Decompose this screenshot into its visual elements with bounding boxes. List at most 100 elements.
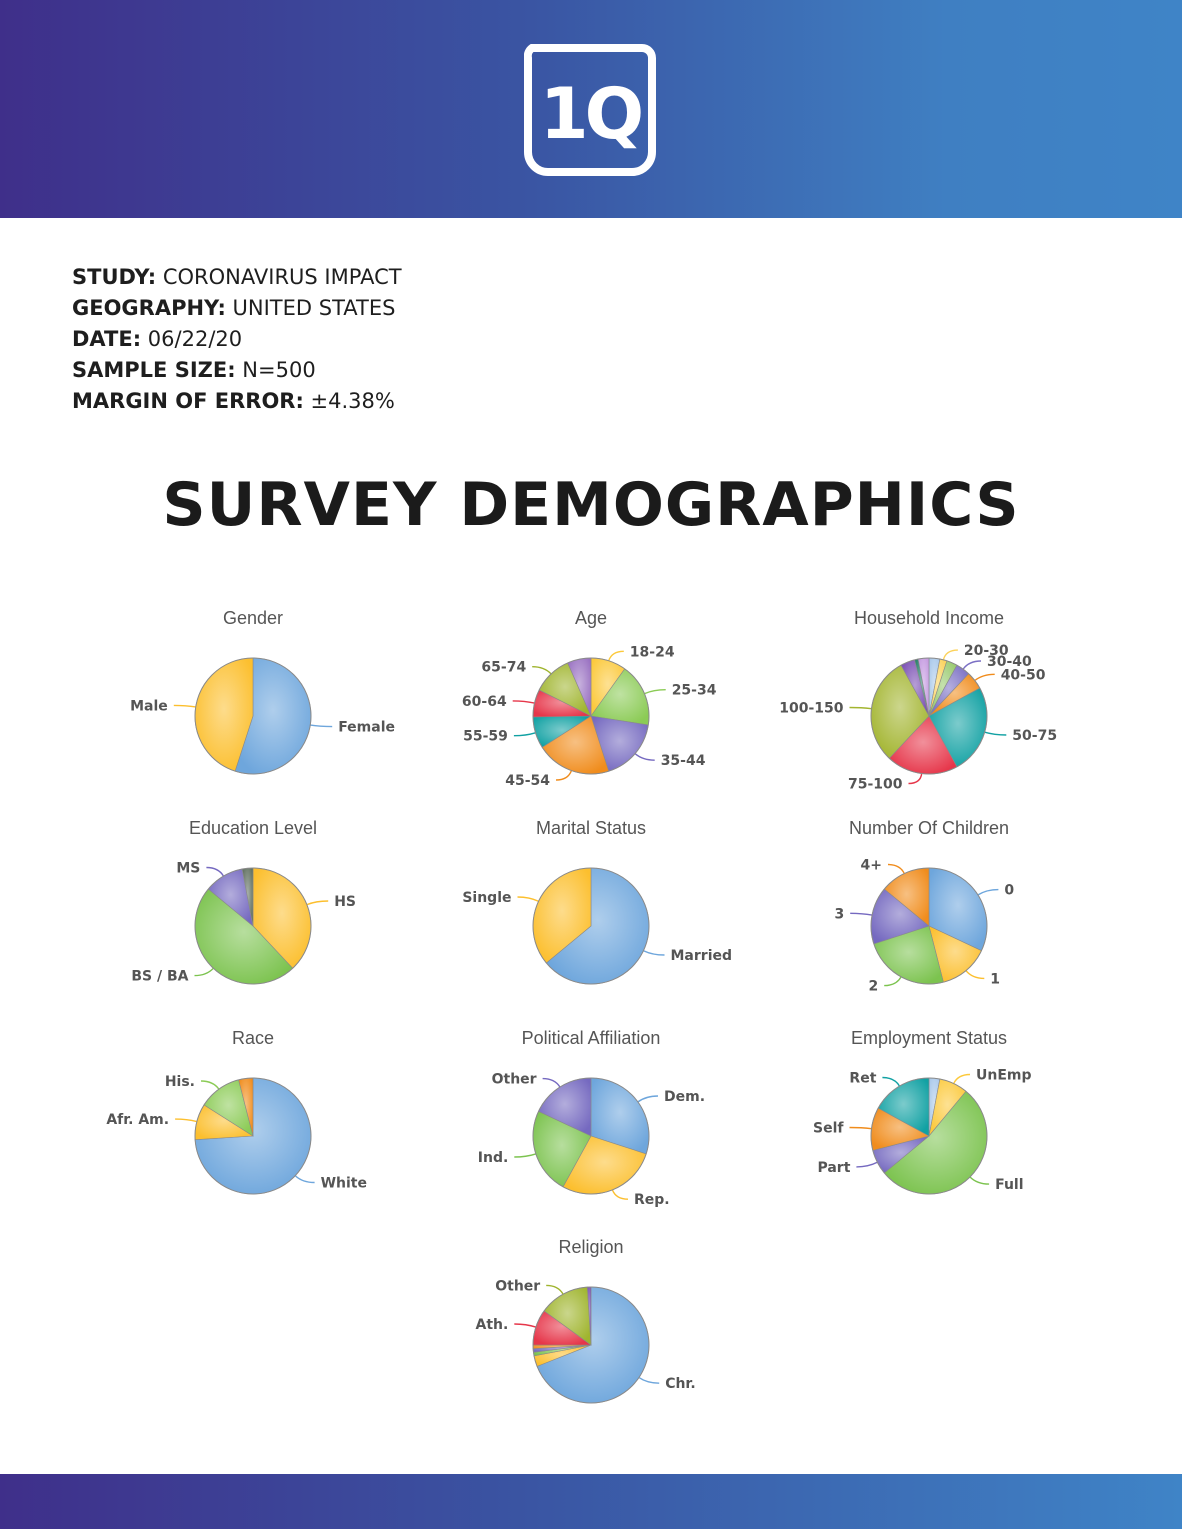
study-metadata: STUDY: CORONAVIRUS IMPACT GEOGRAPHY: UNI… bbox=[72, 262, 402, 417]
age-slice-55-59 bbox=[532, 715, 593, 748]
employment-status-slice-segment-0 bbox=[928, 1077, 941, 1137]
race-label-afr-am: Afr. Am. bbox=[106, 1112, 169, 1128]
brand-logo-text: 1Q bbox=[540, 73, 641, 155]
household-income-slice-50-75 bbox=[928, 687, 988, 768]
number-of-children-pie-outline bbox=[870, 867, 988, 985]
age-slice-segment-7 bbox=[567, 657, 592, 717]
religion-label-ath: Ath. bbox=[475, 1317, 508, 1333]
religion-leader-chr bbox=[638, 1377, 660, 1384]
education-level-slice-hs bbox=[252, 867, 312, 969]
household-income-slice-segment-2 bbox=[928, 660, 958, 717]
age-leader-45-54 bbox=[555, 770, 573, 781]
meta-geography-value: UNITED STATES bbox=[225, 296, 396, 320]
race-slice-afr-am bbox=[194, 1104, 254, 1140]
education-level-slice-bs-ba bbox=[194, 888, 294, 985]
number-of-children-label-3: 3 bbox=[834, 906, 844, 922]
number-of-children-chart-title: Number Of Children bbox=[849, 818, 1009, 838]
political-affiliation-label-dem: Dem. bbox=[664, 1089, 705, 1105]
religion-slice-other bbox=[543, 1286, 592, 1346]
household-income-slice-100-150 bbox=[870, 664, 930, 759]
race-label-his: His. bbox=[165, 1074, 195, 1090]
religion-chart-title: Religion bbox=[558, 1237, 623, 1257]
number-of-children-slice-1 bbox=[928, 925, 982, 983]
political-affiliation-leader-rep bbox=[611, 1189, 629, 1200]
education-level-label-ms: MS bbox=[176, 861, 200, 877]
employment-status-slice-full bbox=[883, 1090, 988, 1195]
meta-sample-size-value: N=500 bbox=[235, 358, 316, 382]
number-of-children-leader-1 bbox=[965, 970, 985, 980]
header-banner bbox=[0, 0, 1182, 218]
gender-leader-female bbox=[310, 724, 333, 728]
religion-leader-other bbox=[546, 1284, 564, 1295]
race-slice-white bbox=[194, 1077, 312, 1195]
number-of-children-label-0: 0 bbox=[1004, 883, 1014, 899]
race-pie-chart: Race White Afr. Am. His. bbox=[106, 1028, 367, 1195]
age-slice-35-44 bbox=[590, 715, 649, 772]
household-income-label-100-150: 100-150 bbox=[779, 701, 844, 717]
age-slice-18-24 bbox=[590, 657, 626, 717]
religion-slice-segment-2 bbox=[533, 1344, 592, 1357]
gender-slice-male bbox=[194, 657, 254, 772]
employment-status-label-ret: Ret bbox=[849, 1071, 876, 1087]
political-affiliation-pie-outline bbox=[532, 1077, 650, 1195]
number-of-children-label-2: 2 bbox=[868, 979, 878, 995]
education-level-label-hs: HS bbox=[334, 894, 356, 910]
household-income-leader-100-150 bbox=[849, 706, 872, 710]
age-leader-25-34 bbox=[644, 689, 666, 695]
meta-study: STUDY: CORONAVIRUS IMPACT bbox=[72, 262, 402, 293]
religion-label-other: Other bbox=[495, 1278, 540, 1294]
religion-pie-chart: Religion Chr. Ath. Other bbox=[475, 1237, 696, 1404]
employment-status-slice-self bbox=[870, 1107, 930, 1151]
number-of-children-slice-0 bbox=[928, 867, 988, 952]
number-of-children-slice-3 bbox=[870, 888, 930, 945]
employment-status-chart-title: Employment Status bbox=[851, 1028, 1007, 1048]
employment-status-leader-part bbox=[856, 1161, 878, 1168]
religion-slice-chr bbox=[536, 1286, 650, 1404]
age-leader-18-24 bbox=[608, 650, 624, 662]
religion-slice-segment-1 bbox=[533, 1344, 592, 1367]
education-level-chart-title: Education Level bbox=[189, 818, 317, 838]
meta-geography-key: GEOGRAPHY: bbox=[72, 296, 226, 320]
household-income-leader-75-100 bbox=[908, 773, 923, 785]
religion-label-chr: Chr. bbox=[665, 1376, 695, 1392]
religion-slice-segment-7 bbox=[587, 1286, 592, 1346]
meta-study-key: STUDY: bbox=[72, 265, 157, 289]
education-level-pie-outline bbox=[194, 867, 312, 985]
political-affiliation-leader-ind bbox=[514, 1153, 537, 1158]
education-level-leader-ms bbox=[206, 866, 225, 877]
age-pie-outline bbox=[532, 657, 650, 775]
meta-sample-size-key: SAMPLE SIZE: bbox=[72, 358, 236, 382]
political-affiliation-label-rep: Rep. bbox=[634, 1192, 670, 1208]
household-income-slice-segment-0 bbox=[928, 657, 941, 717]
number-of-children-leader-0 bbox=[977, 888, 999, 896]
meta-date: DATE: 06/22/20 bbox=[72, 324, 402, 355]
marital-status-label-married: Married bbox=[671, 948, 733, 964]
age-leader-60-64 bbox=[512, 700, 535, 704]
number-of-children-slice-2 bbox=[873, 925, 944, 985]
age-leader-65-74 bbox=[532, 666, 552, 675]
employment-status-slice-part bbox=[872, 1135, 930, 1174]
political-affiliation-label-ind: Ind. bbox=[478, 1150, 509, 1166]
age-label-25-34: 25-34 bbox=[672, 683, 717, 699]
gender-slice-female bbox=[234, 657, 312, 775]
meta-margin-of-error-value: ±4.38% bbox=[303, 389, 395, 413]
employment-status-pie-outline bbox=[870, 1077, 988, 1195]
political-affiliation-slice-rep bbox=[562, 1135, 647, 1195]
household-income-slice-40-50 bbox=[928, 673, 981, 717]
household-income-slice-20-30 bbox=[928, 658, 948, 717]
religion-leader-ath bbox=[514, 1323, 537, 1328]
household-income-pie-outline bbox=[870, 657, 988, 775]
employment-status-leader-unemp bbox=[953, 1073, 971, 1084]
political-affiliation-leader-other bbox=[542, 1077, 561, 1088]
household-income-label-75-100: 75-100 bbox=[848, 777, 903, 793]
household-income-label-50-75: 50-75 bbox=[1012, 728, 1057, 744]
political-affiliation-slice-ind bbox=[532, 1110, 592, 1188]
education-level-leader-bs-ba bbox=[194, 967, 214, 977]
age-label-55-59: 55-59 bbox=[463, 729, 508, 745]
race-chart-title: Race bbox=[232, 1028, 274, 1048]
number-of-children-label-1: 1 bbox=[990, 971, 1000, 987]
race-slice-segment-3 bbox=[238, 1077, 254, 1137]
employment-status-pie-chart: Employment Status UnEmp Full Part Self Ret bbox=[813, 1028, 1032, 1195]
